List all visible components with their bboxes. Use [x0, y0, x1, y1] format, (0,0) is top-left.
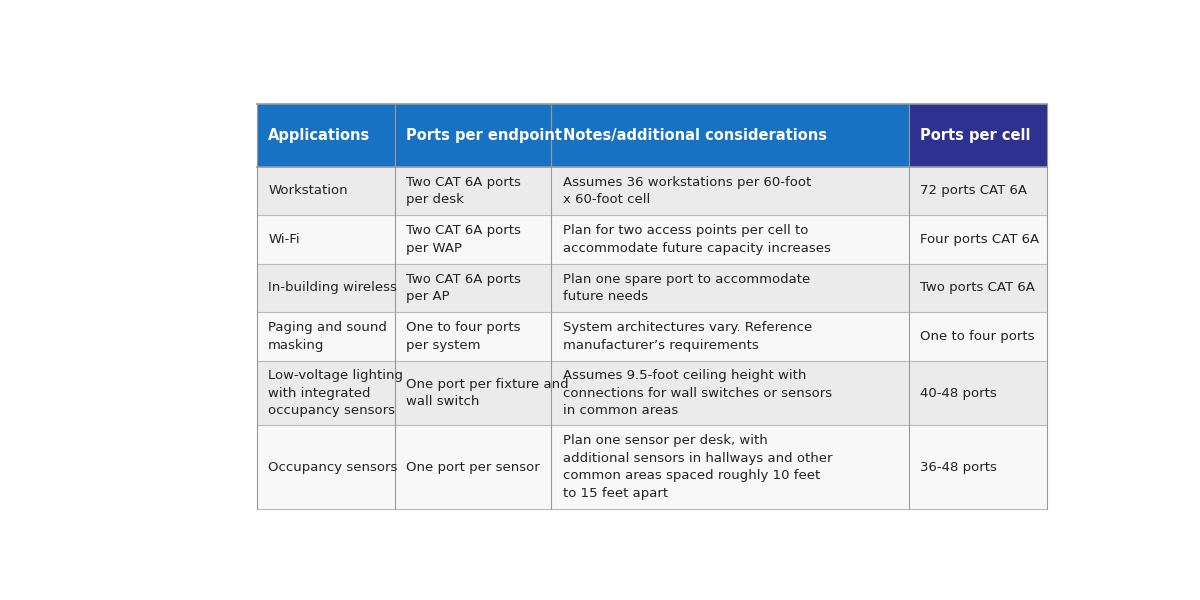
Bar [552, 312, 910, 361]
Text: System architectures vary. Reference
manufacturer’s requirements: System architectures vary. Reference man… [563, 321, 812, 352]
Text: One to four ports: One to four ports [920, 330, 1034, 343]
Bar [395, 361, 552, 425]
Bar [257, 312, 395, 361]
Bar [257, 215, 395, 264]
Bar [257, 167, 395, 215]
Bar [257, 425, 395, 509]
Text: Two CAT 6A ports
per desk: Two CAT 6A ports per desk [407, 176, 521, 206]
Bar [395, 215, 552, 264]
Bar [910, 361, 1048, 425]
Bar [910, 264, 1048, 312]
Text: Notes/additional considerations: Notes/additional considerations [563, 128, 827, 143]
Bar [910, 167, 1048, 215]
Text: One to four ports
per system: One to four ports per system [407, 321, 521, 352]
Text: One port per sensor: One port per sensor [407, 461, 540, 473]
Bar [910, 215, 1048, 264]
Text: One port per fixture and
wall switch: One port per fixture and wall switch [407, 378, 569, 409]
Text: Assumes 36 workstations per 60-foot
x 60-foot cell: Assumes 36 workstations per 60-foot x 60… [563, 176, 811, 206]
Bar [395, 264, 552, 312]
Bar [395, 104, 552, 167]
Bar [257, 104, 395, 167]
Bar [552, 361, 910, 425]
Text: Ports per endpoint: Ports per endpoint [407, 128, 563, 143]
Bar [257, 264, 395, 312]
Text: Applications: Applications [268, 128, 371, 143]
Bar [395, 425, 552, 509]
Text: Assumes 9.5-foot ceiling height with
connections for wall switches or sensors
in: Assumes 9.5-foot ceiling height with con… [563, 369, 832, 417]
Bar [910, 104, 1048, 167]
Text: Plan for two access points per cell to
accommodate future capacity increases: Plan for two access points per cell to a… [563, 224, 830, 255]
Text: Plan one sensor per desk, with
additional sensors in hallways and other
common a: Plan one sensor per desk, with additiona… [563, 434, 832, 500]
Text: Low-voltage lighting
with integrated
occupancy sensors: Low-voltage lighting with integrated occ… [268, 369, 403, 417]
Text: 36-48 ports: 36-48 ports [920, 461, 997, 473]
Text: Two ports CAT 6A: Two ports CAT 6A [920, 281, 1036, 295]
Bar [552, 104, 910, 167]
Text: Occupancy sensors: Occupancy sensors [268, 461, 397, 473]
Bar [910, 312, 1048, 361]
Text: Paging and sound
masking: Paging and sound masking [268, 321, 386, 352]
Text: Ports per cell: Ports per cell [920, 128, 1031, 143]
Bar [552, 215, 910, 264]
Bar [257, 361, 395, 425]
Bar [395, 167, 552, 215]
Text: Two CAT 6A ports
per WAP: Two CAT 6A ports per WAP [407, 224, 521, 255]
Text: In-building wireless: In-building wireless [268, 281, 397, 295]
Bar [552, 264, 910, 312]
Bar [552, 167, 910, 215]
Text: Plan one spare port to accommodate
future needs: Plan one spare port to accommodate futur… [563, 273, 810, 303]
Text: Wi-Fi: Wi-Fi [268, 233, 300, 246]
Text: Four ports CAT 6A: Four ports CAT 6A [920, 233, 1039, 246]
Text: Workstation: Workstation [268, 184, 348, 197]
Bar [395, 312, 552, 361]
Bar [910, 425, 1048, 509]
Text: 72 ports CAT 6A: 72 ports CAT 6A [920, 184, 1027, 197]
Bar [552, 425, 910, 509]
Text: Two CAT 6A ports
per AP: Two CAT 6A ports per AP [407, 273, 521, 303]
Text: 40-48 ports: 40-48 ports [920, 386, 997, 400]
